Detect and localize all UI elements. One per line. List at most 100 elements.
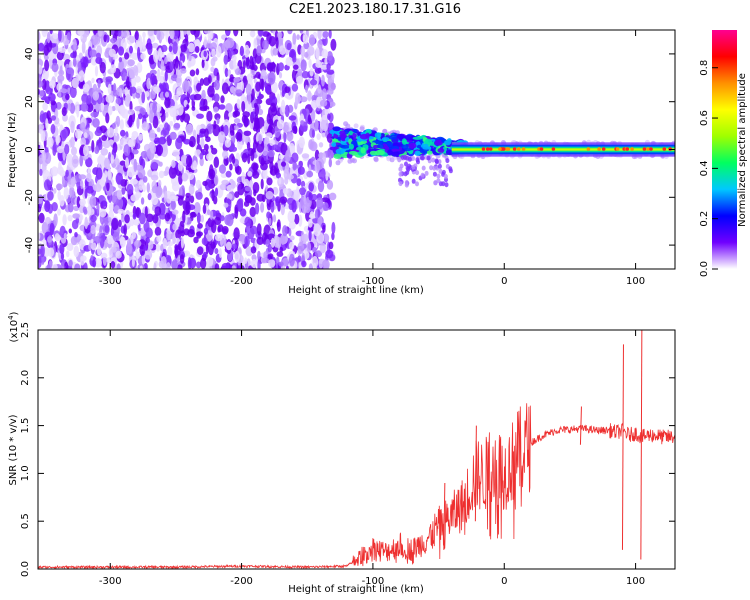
spectrogram-cell (187, 42, 195, 53)
spectrogram-cell (159, 213, 167, 220)
spectrogram-cell (156, 127, 161, 133)
spectrogram-cell (279, 246, 284, 253)
spectrogram-cell (271, 144, 279, 151)
spectrogram-cell (396, 134, 404, 139)
spectrogram-cell (168, 45, 173, 53)
spectrogram-cell (282, 121, 290, 134)
spectrogram-cell (118, 219, 122, 228)
spectrogram-cell (96, 201, 100, 214)
spectrogram-cell (128, 115, 133, 128)
spectrogram-cell (244, 235, 250, 248)
spectrogram-cell (261, 78, 265, 92)
spectrogram-cell (277, 31, 283, 39)
spectrogram-cell (285, 149, 291, 162)
spectrogram-cell (105, 94, 114, 103)
spectrogram-cell (132, 135, 136, 147)
spectrogram-cell (213, 93, 220, 103)
spectrogram-cell (41, 78, 47, 91)
spectrogram-cell (284, 86, 291, 94)
spectrogram-cell (213, 79, 220, 91)
spectrogram-cell (51, 202, 58, 212)
spectrogram-cell (230, 180, 236, 189)
spectrogram-cell (411, 178, 416, 184)
spectrogram-peak (551, 147, 556, 151)
x-tick-label: 0 (501, 276, 507, 287)
spectrogram-cell (415, 157, 420, 163)
spectrogram-cell (106, 235, 115, 245)
page-title: C2E1.2023.180.17.31.G16 (288, 2, 462, 17)
spectrogram-cell (65, 250, 70, 258)
spectrogram-cell (107, 127, 115, 138)
spectrogram-cell (77, 61, 82, 72)
spectrogram-cell (49, 30, 53, 35)
spectrogram-peak (488, 147, 493, 151)
spectrogram-cell (61, 106, 67, 117)
spectrogram-cell (151, 42, 159, 49)
spectrogram-cell (41, 150, 47, 162)
spectrogram-cell (247, 92, 252, 105)
colorbar-tick-label: 0.4 (699, 160, 710, 176)
spectrogram-cell (92, 259, 97, 268)
spectrogram-peak (625, 147, 630, 151)
spectrogram-cell (167, 246, 173, 257)
snr-spike (621, 344, 624, 550)
spectrogram-cell (109, 30, 115, 35)
spectrogram-cell (288, 115, 297, 121)
spectrogram-cell (307, 90, 312, 102)
spectrogram-cell (72, 57, 77, 67)
y-tick-label: 0.0 (20, 561, 31, 577)
spectrogram-cell (47, 191, 54, 201)
spectrogram-cell (69, 102, 76, 114)
spectrogram-cell (249, 197, 256, 206)
spectrogram-cell (385, 141, 394, 148)
spectrogram-cell (172, 223, 177, 231)
spectrogram-cell (256, 45, 262, 57)
spectrogram-cell (300, 46, 306, 57)
spectrogram-cell (203, 50, 207, 58)
spectrogram-cell (105, 112, 110, 124)
spectrogram-cell (150, 144, 156, 154)
spectrogram-cell (147, 193, 152, 201)
snr-ylabel: SNR (10 * v/v) (8, 414, 19, 485)
spectrogram-cell (103, 104, 109, 112)
x-tick-label: 0 (501, 576, 507, 587)
spectrogram-cell (400, 155, 405, 160)
spectrogram-cell (209, 210, 214, 220)
spectrogram-xlabel: Height of straight line (km) (288, 285, 424, 296)
spectrogram-cell (381, 137, 390, 142)
spectrogram-cell (172, 94, 180, 101)
spectrogram-cell (229, 163, 233, 171)
spectrogram-cell (156, 70, 161, 82)
spectrogram-cell (307, 114, 311, 123)
spectrogram-cell (164, 57, 168, 65)
spectrogram-cell (199, 152, 204, 160)
spectrogram-cell (401, 138, 407, 145)
spectrogram-cell (89, 195, 97, 208)
spectrogram-cell (214, 263, 220, 269)
spectrogram-cell (348, 143, 354, 150)
spectrogram-cell (320, 118, 329, 132)
spectrogram-cell (153, 137, 160, 144)
spectrogram-cell (127, 109, 135, 115)
spectrogram-cell (244, 216, 251, 227)
spectrogram-cell (231, 54, 237, 62)
spectrogram-cell (270, 201, 275, 213)
spectrogram-cell (242, 111, 250, 118)
spectrogram-cell (80, 137, 86, 147)
spectrogram-cell (49, 222, 55, 236)
spectrogram-cell (222, 150, 229, 159)
spectrogram-cell (158, 170, 165, 179)
spectrogram-cell (322, 114, 328, 121)
spectrogram-cell (45, 87, 53, 95)
spectrogram-cell (41, 30, 48, 38)
spectrogram-cell (123, 144, 131, 157)
spectrogram-peak (485, 147, 490, 151)
spectrogram-cell (437, 163, 442, 169)
spectrogram-cell (374, 132, 382, 139)
spectrogram-cell (327, 113, 331, 120)
spectrogram-cell (133, 159, 137, 173)
spectrogram-cell (171, 159, 176, 169)
spectrogram-cell (331, 142, 337, 148)
spectrogram-cell (220, 215, 225, 222)
spectrogram-cell (38, 42, 45, 52)
